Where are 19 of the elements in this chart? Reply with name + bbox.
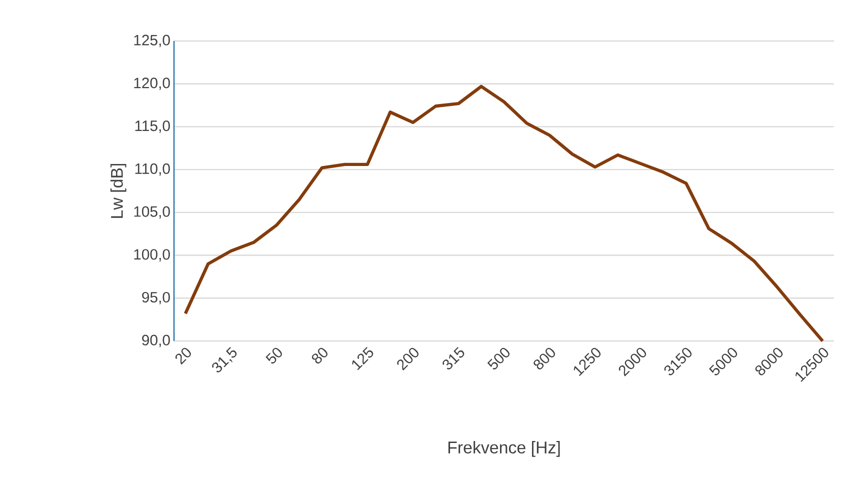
x-tick-label: 315 (442, 346, 464, 370)
y-tick-label: 100,0 (134, 249, 170, 262)
y-tick-label: 125,0 (134, 34, 170, 48)
x-tick-label: 20 (175, 348, 191, 365)
x-tick-label: 125 (352, 346, 374, 370)
x-tick-label: 200 (397, 348, 418, 370)
x-tick-label: 80 (312, 348, 328, 364)
y-tick-label: 90,0 (142, 334, 170, 348)
x-tick-label: 500 (487, 348, 510, 370)
x-axis-title: Frekvence [Hz] (448, 441, 560, 457)
x-tick-label: 800 (534, 348, 556, 370)
line-series (184, 84, 824, 343)
y-tick-label: 105,0 (134, 206, 170, 219)
y-tick-label: 115,0 (135, 120, 170, 133)
y-tick-label: 120,0 (134, 78, 170, 90)
y-axis-title: Lw [dB] (110, 164, 126, 218)
x-tick-label: 50 (266, 348, 282, 364)
y-tick-label: 110,0 (135, 163, 170, 176)
y-tick-label: 95,0 (142, 292, 170, 304)
